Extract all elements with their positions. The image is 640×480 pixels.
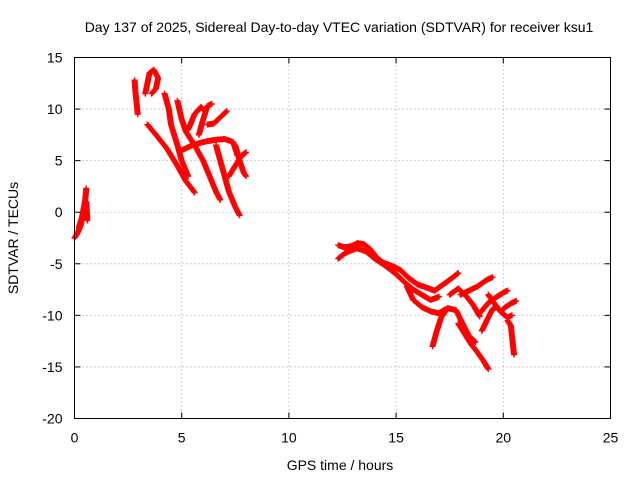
plot-frame [74,57,611,419]
x-tick-label: 25 [603,430,619,446]
y-tick-label: -5 [50,256,63,272]
series-track-12 [213,142,243,219]
series-track-26 [498,297,520,315]
series-track-4 [142,66,162,97]
series-track-9 [195,100,215,138]
data-point [190,188,197,195]
axis-ticks [74,57,611,419]
data-point [191,189,198,196]
data-point [236,212,243,219]
series-track-18 [431,270,462,294]
data-points [71,66,520,372]
data-point [223,108,230,115]
y-tick-label: 5 [55,153,63,169]
data-point [455,270,462,277]
data-point [84,217,91,224]
series-track-6 [161,90,192,180]
series-track-24 [478,304,500,334]
data-point [134,111,141,118]
data-point [185,173,192,180]
y-tick-label: -10 [42,307,62,323]
y-tick-label: -15 [42,359,62,375]
series-track-22 [457,274,496,298]
data-point [208,100,215,107]
grid-lines [74,57,611,419]
series-track-3 [131,77,141,118]
series-track-14 [232,142,250,180]
x-tick-label: 10 [281,430,297,446]
data-point [472,339,479,346]
x-tick-label: 15 [388,430,404,446]
data-point [454,270,461,277]
y-tick-label: -20 [42,411,62,427]
series-track-10 [204,108,230,128]
data-point [83,185,90,192]
series-track-16 [335,245,442,303]
y-tick-label: 15 [47,50,63,66]
series-track-21 [455,320,492,372]
series-track-2 [75,198,91,231]
chart-title: Day 137 of 2025, Sidereal Day-to-day VTE… [85,19,594,35]
y-axis-tick-labels: -20 -15 -10 -5 0 5 10 15 [42,50,62,427]
x-tick-label: 20 [496,430,512,446]
data-point [511,351,518,358]
data-point [485,365,492,372]
data-point [217,196,224,203]
data-point [242,172,249,179]
data-point [471,338,478,345]
data-point [504,287,511,294]
data-point [148,90,155,97]
data-point [435,293,442,300]
data-point [508,312,515,319]
series-track-27 [504,317,518,358]
data-point [149,89,156,96]
data-point [243,149,250,156]
series-track-20 [429,305,479,350]
y-tick-label: 10 [47,101,63,117]
x-tick-label: 0 [71,430,79,446]
series-track-5 [144,121,198,196]
y-axis-label: SDTVAR / TECUs [5,182,21,294]
data-point [489,274,496,281]
x-axis-tick-labels: 0 5 10 15 20 25 [71,430,619,446]
data-point [513,297,520,304]
data-point [222,109,229,116]
data-point [243,173,250,180]
y-tick-label: 0 [55,204,63,220]
x-tick-label: 5 [178,430,186,446]
x-axis-label: GPS time / hours [287,457,394,473]
